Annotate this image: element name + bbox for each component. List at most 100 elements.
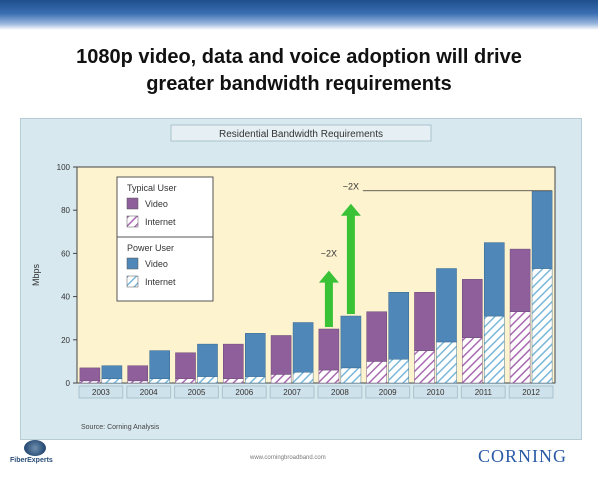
x-tick-label: 2007 xyxy=(283,388,301,397)
category-label-box xyxy=(269,385,315,399)
x-tick-label: 2010 xyxy=(427,388,445,397)
bar-typical-internet xyxy=(509,311,531,384)
category-label-box xyxy=(221,385,267,399)
bar-power-video xyxy=(197,343,218,377)
left-logo-text: FiberExperts xyxy=(10,457,53,464)
bar-power-internet xyxy=(340,367,362,384)
chart-panel: Residential Bandwidth Requirements 0 20 40 6… xyxy=(20,118,582,440)
globe-icon xyxy=(24,440,46,456)
slide-title-line2: greater bandwidth requirements xyxy=(146,73,452,95)
x-tick-label: 2004 xyxy=(140,388,158,397)
category-label-box xyxy=(508,385,554,399)
legend-swatch xyxy=(126,275,139,288)
bar-typical-video xyxy=(175,352,196,379)
category-label-box xyxy=(413,385,458,399)
chart-source: Source: Corning Analysis xyxy=(81,424,160,431)
x-tick-label: 2012 xyxy=(522,388,540,397)
y-tick-label: 40 xyxy=(61,293,70,302)
chart-legend: Typical User Video Internet Power User Video… xyxy=(116,176,214,302)
legend-item-label: Video xyxy=(145,259,168,269)
growth-arrow-shaft xyxy=(324,280,333,327)
bar-power-video xyxy=(101,365,123,379)
annotation-label: ~2X xyxy=(343,181,359,191)
legend-group-title: Power User xyxy=(127,243,174,253)
bar-power-video xyxy=(388,292,409,360)
bar-typical-video xyxy=(270,335,292,375)
bar-typical-video xyxy=(79,367,101,382)
bar-power-internet xyxy=(149,378,170,384)
bar-typical-video xyxy=(366,311,387,362)
bar-typical-internet xyxy=(318,369,340,384)
category-label-box xyxy=(365,385,411,399)
slide-title-line1: 1080p video, data and voice adoption wil… xyxy=(76,46,522,68)
bar-typical-video xyxy=(414,292,435,351)
chart-title-box xyxy=(170,124,432,142)
legend-swatch xyxy=(126,215,139,228)
bar-typical-internet xyxy=(175,378,196,384)
category-label-box xyxy=(126,385,172,399)
legend-group-title: Typical User xyxy=(127,183,177,193)
bar-typical-internet xyxy=(127,380,148,384)
bandwidth-chart: Residential Bandwidth Requirements 0 20 40 6… xyxy=(31,124,556,431)
bar-power-internet xyxy=(436,341,457,384)
bar-power-internet xyxy=(484,315,505,384)
bar-power-internet xyxy=(245,376,266,384)
bar-typical-internet xyxy=(462,337,483,384)
corning-logo: CORNING xyxy=(478,446,568,466)
x-tick-label: 2009 xyxy=(379,388,397,397)
y-tick-label: 60 xyxy=(61,249,70,258)
growth-arrow-shaft xyxy=(346,213,355,315)
growth-arrow-head xyxy=(340,203,361,216)
bar-power-internet xyxy=(101,378,123,384)
left-logo: FiberExperts xyxy=(10,440,70,474)
x-tick-label: 2005 xyxy=(188,388,206,397)
category-label-box xyxy=(78,385,124,399)
legend-item-label: Internet xyxy=(145,277,176,287)
legend-item-label: Video xyxy=(145,199,168,209)
bar-typical-internet xyxy=(414,350,435,384)
bar-typical-video xyxy=(318,328,340,371)
y-tick-label: 100 xyxy=(57,163,71,172)
bar-power-video xyxy=(436,268,457,343)
bar-power-video xyxy=(292,322,314,373)
annotation-label: ~2X xyxy=(321,248,337,258)
chart-title: Residential Bandwidth Requirements xyxy=(219,129,383,140)
bar-power-video xyxy=(245,333,266,377)
bar-typical-internet xyxy=(366,361,387,384)
legend-swatch xyxy=(126,257,139,270)
bar-typical-internet xyxy=(223,378,244,384)
legend-item-label: Internet xyxy=(145,217,176,227)
bar-power-video xyxy=(531,190,553,269)
slide-title: 1080p video, data and voice adoption wil… xyxy=(20,44,578,98)
bar-power-internet xyxy=(292,371,314,384)
bar-power-internet xyxy=(531,268,553,384)
header-gradient-bar xyxy=(0,0,598,30)
footer-url: www.corningbroadband.com xyxy=(250,455,326,461)
growth-arrow-head xyxy=(318,270,339,283)
bar-typical-video xyxy=(127,365,148,382)
bar-typical-video xyxy=(223,343,244,379)
y-tick-label: 80 xyxy=(61,206,70,215)
y-axis-label: Mbps xyxy=(31,264,41,287)
x-tick-label: 2011 xyxy=(475,388,493,397)
y-tick-label: 0 xyxy=(66,379,71,388)
category-label-box xyxy=(460,385,506,399)
growth-arrow xyxy=(340,203,361,315)
bar-power-video xyxy=(149,350,170,379)
bar-power-video xyxy=(484,242,505,317)
x-tick-label: 2003 xyxy=(92,388,110,397)
bar-power-internet xyxy=(388,358,409,384)
category-label-box xyxy=(174,385,219,399)
bar-typical-internet xyxy=(270,374,292,384)
bar-typical-internet xyxy=(79,380,101,384)
bar-power-video xyxy=(340,315,362,369)
bar-power-internet xyxy=(197,376,218,384)
growth-arrow xyxy=(318,270,339,327)
bar-typical-video xyxy=(509,248,531,312)
y-tick-label: 20 xyxy=(61,336,70,345)
bar-typical-video xyxy=(462,279,483,338)
category-label-box xyxy=(317,385,363,399)
legend-swatch xyxy=(126,197,139,210)
x-tick-label: 2006 xyxy=(235,388,253,397)
x-tick-label: 2008 xyxy=(331,388,349,397)
